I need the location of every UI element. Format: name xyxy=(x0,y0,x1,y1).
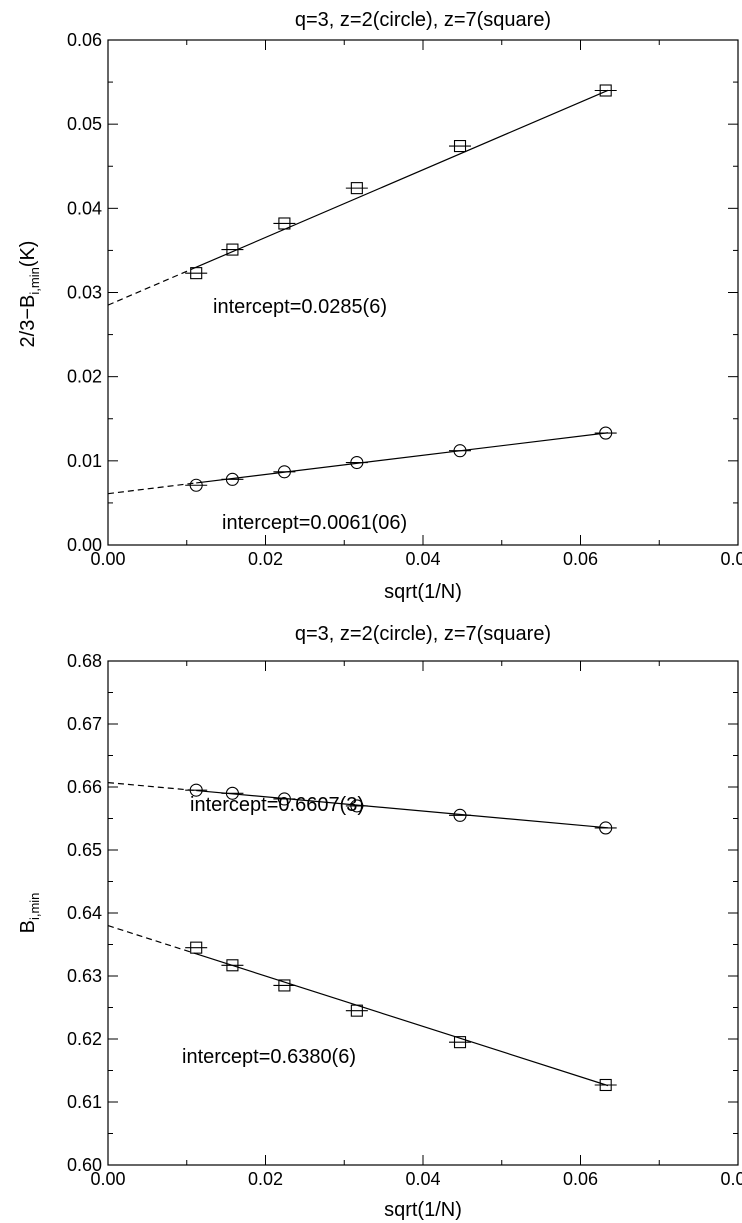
top-plot-frame xyxy=(107,39,739,546)
top-circle-point xyxy=(594,426,617,440)
top-circle-point xyxy=(345,455,368,470)
top-circle-point xyxy=(449,444,472,458)
bottom-square-fit-line xyxy=(196,953,609,1087)
bottom-circle-point xyxy=(594,821,617,835)
bottom-chart: q=3, z=2(circle), z=7(square) 0.00 0.02 0.… xyxy=(17,623,742,1221)
bottom-square-point xyxy=(345,1004,368,1017)
bottom-x-tick-label: 0.06 xyxy=(563,1169,598,1189)
top-y-tick-label: 0.02 xyxy=(67,367,102,387)
bottom-y-tick-label: 0.68 xyxy=(67,651,102,671)
bottom-circle-point xyxy=(221,786,244,800)
top-chart: q=3, z=2(circle), z=7(square) 0.00 0.02 0.… xyxy=(17,9,742,603)
bottom-circle-point xyxy=(345,799,368,813)
bottom-circle-point xyxy=(273,792,296,806)
top-x-axis-label: sqrt(1/N) xyxy=(384,581,462,603)
bottom-square-point xyxy=(273,979,296,992)
bottom-y-tick-label: 0.65 xyxy=(67,840,102,860)
bottom-y-tick-label: 0.63 xyxy=(67,966,102,986)
top-annotation-square: intercept=0.0285(6) xyxy=(213,296,387,318)
bottom-y-tick-label: 0.60 xyxy=(67,1155,102,1175)
top-square-point xyxy=(273,217,296,230)
top-circle-point xyxy=(185,478,208,492)
top-x-tick-label: 0.08 xyxy=(720,549,742,569)
bottom-annotation-circle: intercept=0.6607(3) xyxy=(190,794,364,816)
top-x-tick-label: 0.06 xyxy=(563,549,598,569)
top-fit-lines xyxy=(107,89,609,495)
bottom-plot-frame xyxy=(107,660,739,1166)
bottom-annotation-square: intercept=0.6380(6) xyxy=(182,1046,356,1068)
bottom-y-tick-label: 0.67 xyxy=(67,714,102,734)
top-markers xyxy=(185,84,617,492)
top-y-tick-label: 0.05 xyxy=(67,114,102,134)
bottom-y-axis-label: Bi,min xyxy=(17,893,42,934)
bottom-circle-extrapolation xyxy=(107,781,197,792)
bottom-circle-fit-line xyxy=(196,789,609,829)
top-x-tick-label: 0.04 xyxy=(405,549,440,569)
bottom-y-tick-label: 0.64 xyxy=(67,903,102,923)
bottom-square-point xyxy=(449,1036,472,1049)
bottom-chart-title: q=3, z=2(circle), z=7(square) xyxy=(295,623,551,645)
top-y-tick-label: 0.03 xyxy=(67,283,102,303)
bottom-fit-lines xyxy=(107,781,609,1087)
bottom-circle-point xyxy=(185,783,208,797)
bottom-tick-labels: 0.00 0.02 0.04 0.06 0.08 0.60 0.61 0.62 0.63 0.64… xyxy=(67,651,742,1189)
top-y-tick-label: 0.00 xyxy=(67,535,102,555)
top-square-point xyxy=(449,140,472,153)
bottom-circle-point xyxy=(449,808,472,822)
top-y-tick-label: 0.04 xyxy=(67,198,102,218)
bottom-markers xyxy=(185,783,617,1092)
bottom-square-point xyxy=(221,959,244,972)
top-square-fit-line xyxy=(195,89,609,268)
bottom-square-point xyxy=(185,941,208,954)
top-chart-title: q=3, z=2(circle), z=7(square) xyxy=(295,9,551,31)
top-x-tick-label: 0.00 xyxy=(90,549,125,569)
top-tick-labels: 0.00 0.02 0.04 0.06 0.08 0.00 0.01 0.02 0.03 0.04… xyxy=(67,30,742,569)
top-y-tick-label: 0.06 xyxy=(67,30,102,50)
bottom-y-tick-label: 0.62 xyxy=(67,1029,102,1049)
top-ticks xyxy=(108,40,738,545)
top-square-extrapolation xyxy=(107,266,197,306)
bottom-ticks xyxy=(108,661,738,1165)
bottom-x-tick-label: 0.02 xyxy=(248,1169,283,1189)
top-x-tick-label: 0.02 xyxy=(248,549,283,569)
bottom-x-tick-label: 0.00 xyxy=(90,1169,125,1189)
top-circle-extrapolation xyxy=(107,482,197,495)
top-circle-point xyxy=(273,465,296,479)
top-y-tick-label: 0.01 xyxy=(67,451,102,471)
bottom-y-tick-label: 0.61 xyxy=(67,1092,102,1112)
bottom-y-tick-label: 0.66 xyxy=(67,777,102,797)
bottom-x-tick-label: 0.04 xyxy=(405,1169,440,1189)
top-square-point xyxy=(345,182,368,195)
top-y-axis-label: 2/3−Bi,min(K) xyxy=(17,241,42,348)
top-circle-point xyxy=(221,472,244,486)
bottom-square-extrapolation xyxy=(107,925,197,955)
bottom-square-point xyxy=(594,1078,617,1092)
top-square-point xyxy=(594,84,617,97)
top-circle-fit-line xyxy=(196,432,609,484)
top-square-point xyxy=(221,243,244,256)
bottom-x-axis-label: sqrt(1/N) xyxy=(384,1199,462,1221)
bottom-x-tick-label: 0.08 xyxy=(720,1169,742,1189)
top-square-point xyxy=(185,267,208,280)
top-annotation-circle: intercept=0.0061(06) xyxy=(222,512,407,534)
